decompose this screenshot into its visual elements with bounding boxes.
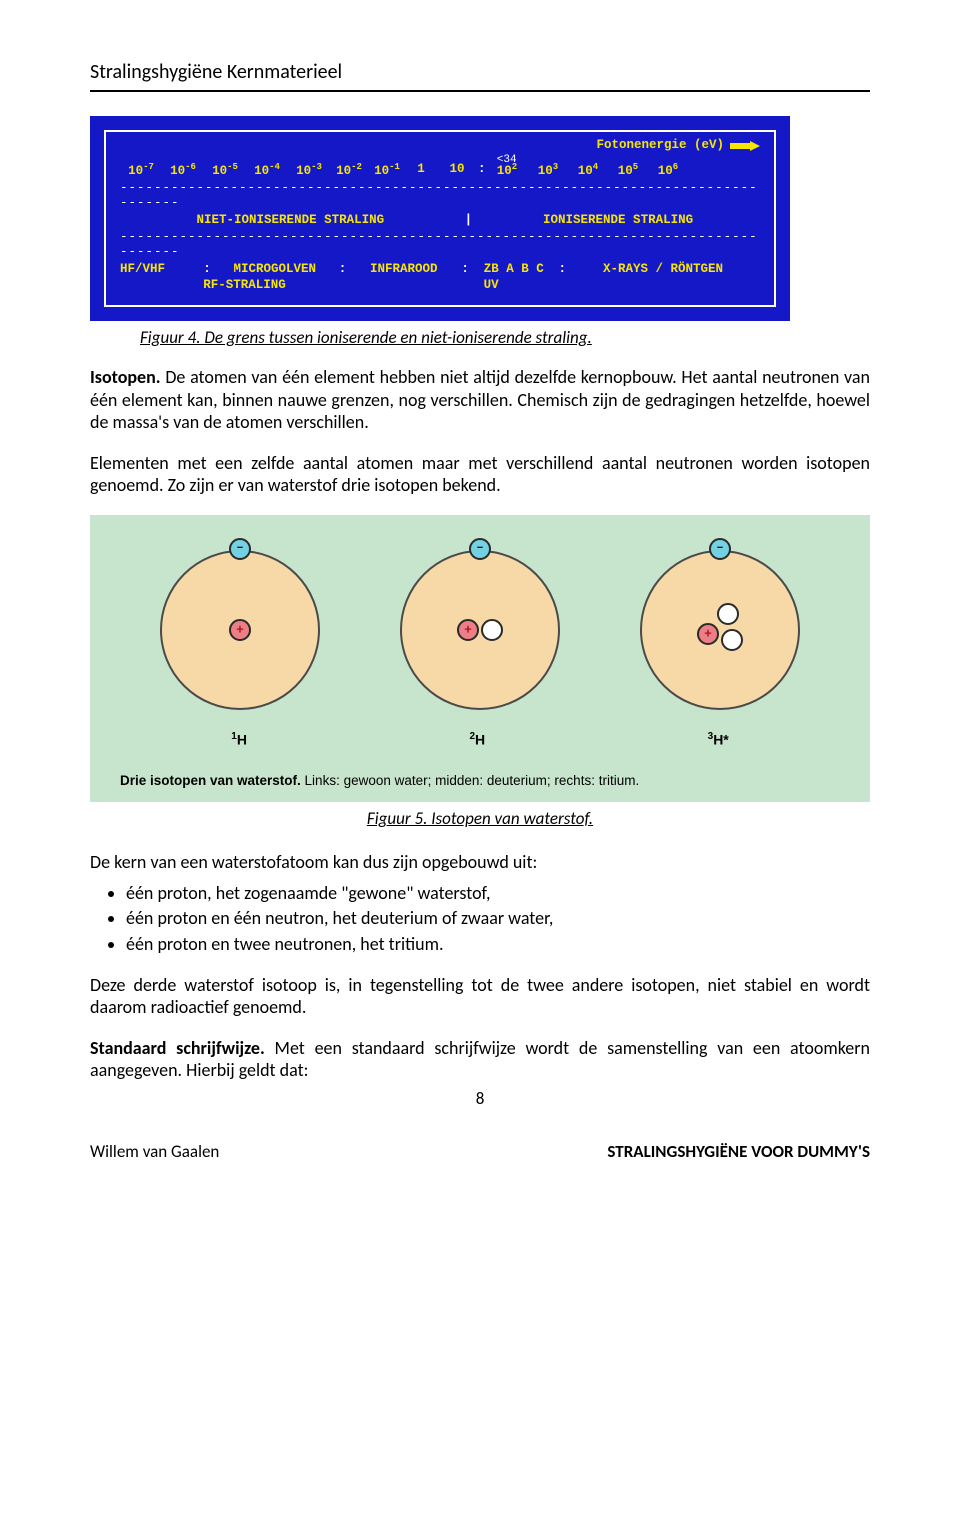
- scale-tick: 103: [528, 162, 568, 180]
- isotopen-lead: Isotopen.: [90, 366, 161, 388]
- para-elements: Elementen met een zelfde aantal atomen m…: [90, 452, 870, 497]
- bullet-item: één proton en twee neutronen, het tritiu…: [126, 933, 870, 956]
- bullet-item: één proton en één neutron, het deuterium…: [126, 907, 870, 930]
- isotopen-body: De atomen van één element hebben niet al…: [90, 366, 870, 433]
- electron-icon: [469, 538, 491, 560]
- label-2h: 2H: [469, 731, 485, 748]
- page-number: 8: [90, 1088, 870, 1109]
- isotope-labels: 1H 2H 3H*: [120, 731, 840, 748]
- scale-tick: 10-6: [162, 162, 204, 180]
- spectrum-scale: 10-710-610-510-410-310-210-1110:10210310…: [120, 162, 760, 180]
- threshold-label: <34: [497, 154, 517, 168]
- isotope-row: [120, 545, 840, 715]
- page: Stralingshygiëne Kernmaterieel Fotonener…: [0, 0, 960, 1192]
- bullets-intro: De kern van een waterstofatoom kan dus z…: [90, 851, 870, 874]
- scale-tick: 105: [608, 162, 648, 180]
- arrow-right-icon: [730, 141, 760, 151]
- para-standard-notation: Standaard schrijfwijze. Met een standaar…: [90, 1037, 870, 1082]
- isotope-figure: 1H 2H 3H* Drie isotopen van waterstof. L…: [90, 515, 870, 803]
- para-third-isotope: Deze derde waterstof isotoop is, in tege…: [90, 974, 870, 1019]
- isotope-internal-caption: Drie isotopen van waterstof. Links: gewo…: [120, 773, 840, 788]
- proton-icon: [457, 619, 479, 641]
- neutron-icon: [481, 619, 503, 641]
- electron-icon: [709, 538, 731, 560]
- spectrum-energy-label: Fotonenergie (eV): [596, 138, 760, 154]
- neutron-icon: [717, 603, 739, 625]
- band-xray: X-RAYS / RÖNTGEN: [566, 262, 760, 278]
- proton-icon: [697, 623, 719, 645]
- atom-2h: [395, 545, 565, 715]
- running-header: Stralingshygiëne Kernmaterieel: [90, 60, 870, 84]
- spectrum-bands-2: RF-STRALING UV: [120, 278, 760, 294]
- scale-tick: 10: [436, 162, 478, 180]
- cat-iono: IONISERENDE STRALING: [476, 213, 760, 229]
- figure-5-caption: Figuur 5. Isotopen van waterstof.: [90, 808, 870, 829]
- scale-tick: 1: [406, 162, 436, 180]
- band-rf: RF-STRALING: [203, 278, 331, 294]
- electron-icon: [229, 538, 251, 560]
- scale-tick: 10-3: [288, 162, 330, 180]
- header-rule: [90, 90, 870, 92]
- page-footer: Willem van Gaalen STRALINGSHYGIËNE VOOR …: [90, 1141, 870, 1162]
- band-vis: ZB A B C: [469, 262, 559, 278]
- label-3h: 3H*: [708, 731, 729, 748]
- std-lead: Standaard schrijfwijze.: [90, 1037, 265, 1059]
- spectrum-categories: NIET-IONISERENDE STRALING | IONISERENDE …: [120, 213, 760, 229]
- cat-separator: |: [461, 213, 477, 229]
- scale-tick: 10-7: [120, 162, 162, 180]
- scale-tick: 10-1: [368, 162, 406, 180]
- scale-tick: 10-4: [246, 162, 288, 180]
- band-uv: UV: [446, 278, 536, 294]
- spectrum-bands-1: HF/VHF : MICROGOLVEN : INFRAROOD : ZB A …: [120, 262, 760, 278]
- atom-3h: [635, 545, 805, 715]
- footer-title: STRALINGSHYGIËNE VOOR DUMMY'S: [607, 1141, 870, 1162]
- footer-author: Willem van Gaalen: [90, 1141, 219, 1162]
- para-isotopen: Isotopen. De atomen van één element hebb…: [90, 366, 870, 434]
- scale-tick: 106: [648, 162, 688, 180]
- scale-tick: 104: [568, 162, 608, 180]
- neutron-icon: [721, 629, 743, 651]
- atom-1h: [155, 545, 325, 715]
- scale-tick: 10-2: [330, 162, 368, 180]
- spectrum-figure: Fotonenergie (eV) <34 10-710-610-510-410…: [90, 116, 790, 321]
- bullet-list: één proton, het zogenaamde "gewone" wate…: [126, 882, 870, 956]
- figure-4-caption: Figuur 4. De grens tussen ioniserende en…: [140, 327, 870, 348]
- foton-energy-text: Fotonenergie (eV): [596, 138, 724, 154]
- bullet-item: één proton, het zogenaamde "gewone" wate…: [126, 882, 870, 905]
- band-micro: MICROGOLVEN: [211, 262, 339, 278]
- spectrum-inner: Fotonenergie (eV) <34 10-710-610-510-410…: [104, 130, 776, 307]
- scale-tick: 10-5: [204, 162, 246, 180]
- dash-line-1: ----------------------------------------…: [120, 181, 760, 212]
- proton-icon: [229, 619, 251, 641]
- band-ir: INFRAROOD: [346, 262, 461, 278]
- cat-noniono: NIET-IONISERENDE STRALING: [120, 213, 461, 229]
- dash-line-2: ----------------------------------------…: [120, 230, 760, 261]
- band-hf: HF/VHF: [120, 262, 203, 278]
- label-1h: 1H: [231, 731, 247, 748]
